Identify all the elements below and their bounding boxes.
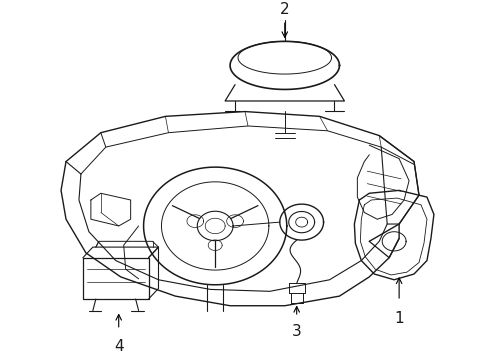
Text: 4: 4 <box>114 339 123 354</box>
Text: 2: 2 <box>280 3 290 17</box>
Text: 3: 3 <box>292 324 301 339</box>
Text: 1: 1 <box>394 311 404 325</box>
